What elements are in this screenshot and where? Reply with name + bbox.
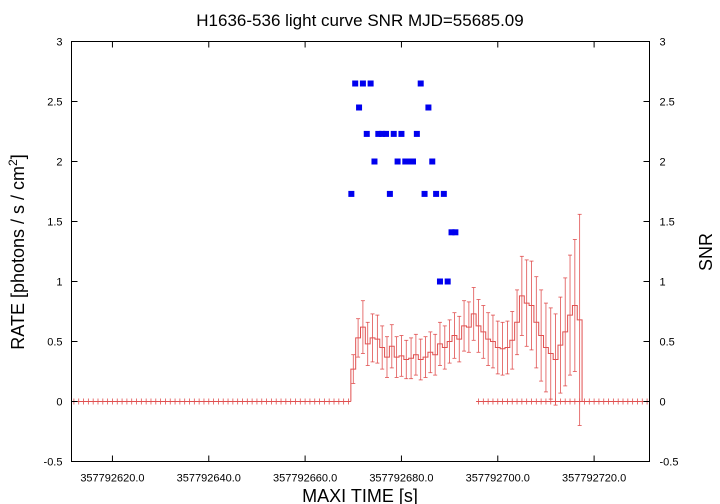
- y2-tick-label: 0: [660, 397, 666, 409]
- snr-point: [386, 190, 393, 197]
- snr-point: [398, 130, 405, 137]
- x-axis-label: MAXI TIME [s]: [302, 486, 418, 504]
- y2-tick-label: 3: [660, 37, 666, 49]
- x-tick-label: 357792720.0: [562, 473, 626, 485]
- y-axis-label-left-end: ]: [8, 154, 28, 159]
- snr-point: [352, 80, 359, 87]
- y-tick-label: 2.5: [47, 97, 62, 109]
- x-tick-label: 357792700.0: [466, 473, 530, 485]
- snr-point: [356, 104, 363, 111]
- snr-point: [394, 158, 401, 165]
- y-tick-label: 0: [56, 397, 62, 409]
- snr-point: [383, 130, 390, 137]
- snr-point: [359, 80, 366, 87]
- rate-step-line: [350, 295, 583, 402]
- snr-point: [421, 190, 428, 197]
- snr-point: [348, 190, 355, 197]
- snr-point: [367, 80, 374, 87]
- snr-point: [433, 190, 440, 197]
- snr-point: [371, 158, 378, 165]
- y-axis-label-right: SNR: [696, 233, 716, 271]
- x-axis-ticks: 357792620.0 357792640.0 357792660.0 3577926…: [80, 41, 626, 485]
- y-axis-label-left-main: RATE [photons / s / cm: [8, 166, 28, 350]
- snr-point: [390, 130, 397, 137]
- snr-point: [417, 80, 424, 87]
- snr-point: [452, 229, 459, 236]
- x-tick-label: 357792680.0: [369, 473, 433, 485]
- snr-point: [436, 278, 443, 285]
- snr-point: [406, 158, 413, 165]
- y2-tick-label: 2: [660, 157, 666, 169]
- y-axis-label-left-sup: 2: [6, 159, 20, 166]
- y2-tick-label: 0.5: [660, 337, 675, 349]
- y2-tick-label: -0.5: [660, 457, 679, 469]
- snr-point: [448, 229, 455, 236]
- y-tick-label: 0.5: [47, 337, 62, 349]
- x-tick-label: 357792660.0: [273, 473, 337, 485]
- plot-frame: [71, 41, 650, 462]
- snr-point: [410, 158, 417, 165]
- y-tick-label: 3: [56, 37, 62, 49]
- y-axis-ticks-left: -0.5 0 0.5 1 1.5 2 2.5 3: [44, 37, 78, 469]
- y2-tick-label: 2.5: [660, 97, 675, 109]
- y-tick-label: 1: [56, 277, 62, 289]
- snr-point: [363, 130, 370, 137]
- snr-point: [440, 190, 447, 197]
- y-tick-label: -0.5: [44, 457, 63, 469]
- snr-point: [429, 158, 436, 165]
- y-axis-ticks-right: -0.5 0 0.5 1 1.5 2 2.5 3: [643, 37, 679, 469]
- plot-area: [71, 80, 650, 426]
- y-tick-label: 2: [56, 157, 62, 169]
- y-axis-label-left: RATE [photons / s / cm2]: [6, 154, 28, 349]
- y2-tick-label: 1.5: [660, 217, 675, 229]
- snr-point: [413, 130, 420, 137]
- snr-point: [402, 158, 409, 165]
- x-tick-label: 357792640.0: [177, 473, 241, 485]
- chart-title: H1636-536 light curve SNR MJD=55685.09: [196, 11, 523, 30]
- snr-point: [444, 278, 451, 285]
- snr-point: [375, 130, 382, 137]
- y-tick-label: 1.5: [47, 217, 62, 229]
- x-tick-label: 357792620.0: [80, 473, 144, 485]
- snr-point: [425, 104, 432, 111]
- y2-tick-label: 1: [660, 277, 666, 289]
- snr-point: [379, 130, 386, 137]
